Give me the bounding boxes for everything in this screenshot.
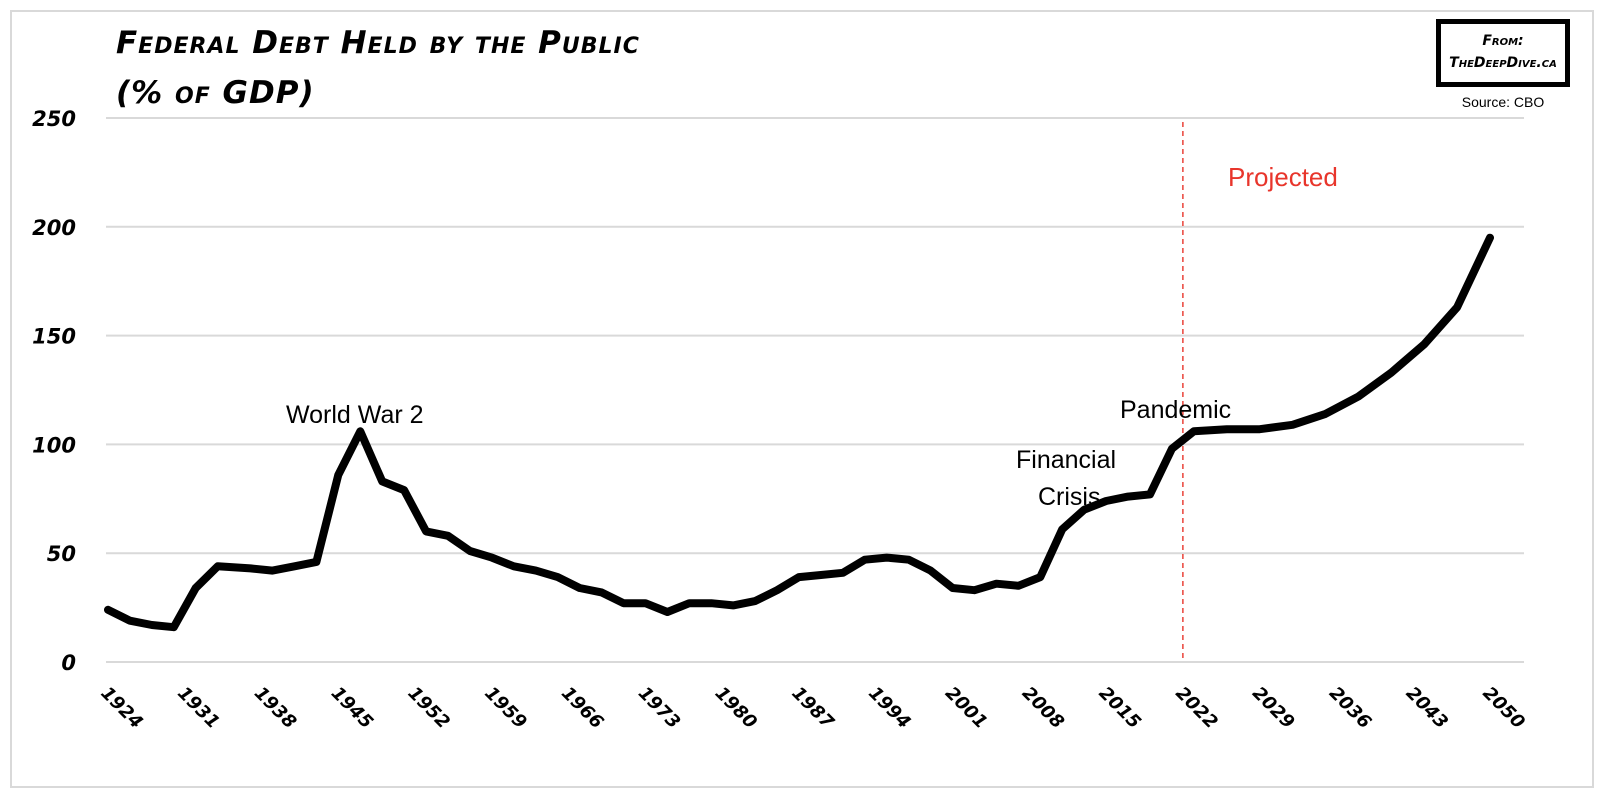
y-axis-ticks: 0 50 100 150 200 250: [32, 107, 76, 675]
x-tick-label: 1945: [327, 683, 377, 733]
annotation-financial-crisis-line2: Crisis: [1038, 483, 1101, 511]
x-tick-label: 1980: [711, 683, 761, 733]
annotation-pandemic: Pandemic: [1120, 396, 1231, 424]
gridlines: [106, 117, 1524, 663]
projected-label: Projected: [1228, 162, 1338, 192]
x-tick-label: 2008: [1018, 683, 1068, 733]
x-tick-label: 2015: [1095, 683, 1145, 733]
x-tick-label: 1987: [787, 683, 838, 734]
annotation-financial-crisis-line1: Financial: [1016, 446, 1116, 474]
x-tick-label: 2043: [1402, 683, 1452, 733]
x-tick-label: 1994: [864, 683, 914, 733]
badge-line1: From:: [1482, 33, 1524, 49]
chart-frame: [10, 10, 1594, 788]
x-tick-label: 1924: [96, 683, 146, 733]
x-tick-label: 2036: [1325, 683, 1375, 733]
x-tick-label: 2050: [1478, 683, 1528, 733]
x-tick-label: 1938: [250, 683, 300, 733]
y-tick-label: 200: [32, 216, 76, 240]
x-tick-label: 2001: [941, 683, 991, 733]
x-tick-label: 2022: [1171, 683, 1221, 733]
y-tick-label: 100: [32, 433, 76, 457]
y-tick-label: 150: [32, 325, 76, 349]
y-tick-label: 50: [47, 542, 76, 566]
source-badge: From: TheDeepDive.ca: [1436, 19, 1570, 87]
debt-series-line: [104, 233, 1494, 632]
x-tick-label: 1966: [557, 683, 607, 733]
chart-title-line1: Federal Debt Held by the Public: [116, 25, 640, 61]
x-axis-ticks: 1924 1931 1938 1945 1952 1959 1966 1973 1980 1987…: [96, 683, 1528, 734]
x-tick-label: 1952: [404, 683, 454, 733]
x-tick-label: 1973: [634, 683, 684, 733]
x-tick-label: 2029: [1248, 683, 1298, 733]
chart-title: Federal Debt Held by the Public (% of GD…: [116, 18, 640, 118]
annotation-world-war-2: World War 2: [286, 401, 424, 429]
y-tick-label: 0: [61, 651, 76, 675]
badge-line2: TheDeepDive.ca: [1449, 55, 1557, 71]
y-tick-label: 250: [32, 107, 76, 131]
x-tick-label: 1959: [480, 683, 530, 733]
chart-title-line2: (% of GDP): [116, 75, 315, 111]
source-label: Source: CBO: [1461, 94, 1545, 110]
x-tick-label: 1931: [173, 683, 223, 733]
